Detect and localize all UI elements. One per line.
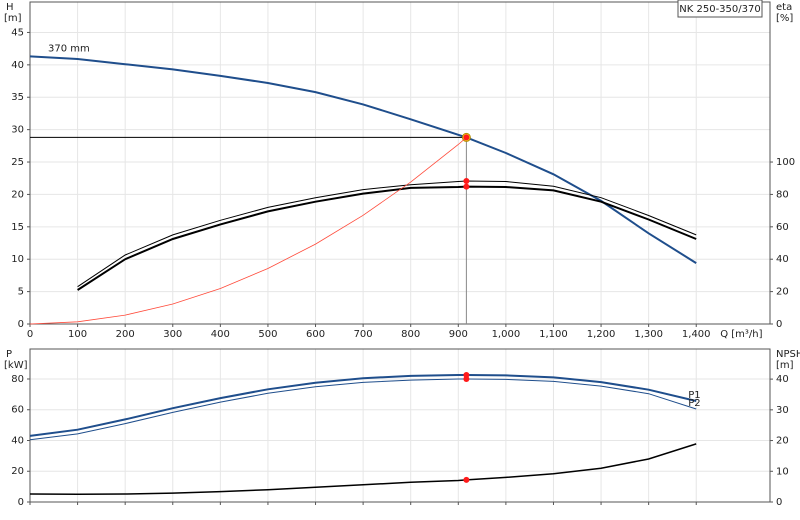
curve-label: P2: [688, 398, 700, 409]
y-tick-label: 20: [11, 189, 24, 200]
y2-tick-label: 20: [776, 436, 789, 447]
x-tick-label: 500: [258, 329, 277, 340]
curve: [29, 378, 697, 441]
operating-marker: [463, 134, 470, 141]
y-tick-label: 0: [18, 319, 24, 330]
y-tick-label: 25: [11, 157, 24, 168]
x-tick-label: 200: [116, 329, 135, 340]
y-tick-label: 20: [11, 466, 24, 477]
y-tick-label: 15: [11, 222, 24, 233]
y-axis-unit: [m]: [4, 13, 22, 24]
operating-marker: [463, 476, 470, 483]
y-tick-label: 0: [18, 497, 24, 508]
y2-tick-label: 60: [776, 222, 789, 233]
y2-tick-label: 0: [776, 497, 782, 508]
operating-marker: [463, 183, 470, 190]
curve: [29, 374, 697, 437]
x-tick-label: 1,400: [682, 329, 711, 340]
y2-tick-label: 40: [776, 254, 789, 265]
x-tick-label: 1,100: [539, 329, 568, 340]
y-tick-label: 45: [11, 27, 24, 38]
operating-marker: [463, 375, 470, 382]
y2-axis-label: NPSH: [776, 349, 800, 360]
x-axis-label: Q [m³/h]: [720, 329, 762, 340]
y-axis-label: H: [6, 2, 14, 13]
operating-marker: [463, 177, 470, 184]
y2-tick-label: 100: [776, 157, 795, 168]
y-tick-label: 60: [11, 405, 24, 416]
y2-tick-label: 80: [776, 189, 789, 200]
y-tick-label: 80: [11, 374, 24, 385]
y2-axis-label: eta: [776, 2, 792, 13]
plot-frame: [29, 1, 771, 325]
plot-frame: [29, 348, 771, 503]
y-tick-label: 30: [11, 125, 24, 136]
y2-tick-label: 40: [776, 374, 789, 385]
y-axis-label: P: [6, 349, 12, 360]
curve-label: 370 mm: [48, 43, 90, 54]
curve: [77, 185, 697, 291]
y2-tick-label: 20: [776, 287, 789, 298]
y2-axis-unit: [%]: [776, 13, 793, 24]
y-tick-label: 5: [18, 287, 24, 298]
x-tick-label: 800: [401, 329, 420, 340]
model-box: [677, 0, 763, 18]
y-tick-label: 35: [11, 92, 24, 103]
curve: [77, 180, 697, 288]
x-tick-label: 900: [449, 329, 468, 340]
curve: [29, 137, 467, 325]
chart-title: NK 250-350/370: [679, 4, 760, 15]
x-tick-label: 100: [68, 329, 87, 340]
y-axis-unit: [kW]: [4, 360, 28, 371]
x-tick-label: 700: [354, 329, 373, 340]
x-tick-label: 0: [27, 329, 33, 340]
x-tick-label: 1,000: [492, 329, 521, 340]
y2-tick-label: 30: [776, 405, 789, 416]
x-tick-label: 400: [211, 329, 230, 340]
y-tick-label: 40: [11, 60, 24, 71]
y-tick-label: 10: [11, 254, 24, 265]
y2-axis-unit: [m]: [776, 360, 794, 371]
curve: [29, 443, 697, 496]
curve: [29, 55, 697, 264]
x-tick-label: 300: [163, 329, 182, 340]
y2-tick-label: 10: [776, 466, 789, 477]
x-tick-label: 1,300: [634, 329, 663, 340]
y2-tick-label: 0: [776, 319, 782, 330]
x-tick-label: 600: [306, 329, 325, 340]
y-tick-label: 40: [11, 435, 24, 446]
x-tick-label: 1,200: [587, 329, 616, 340]
curve-label: P1: [688, 390, 700, 401]
